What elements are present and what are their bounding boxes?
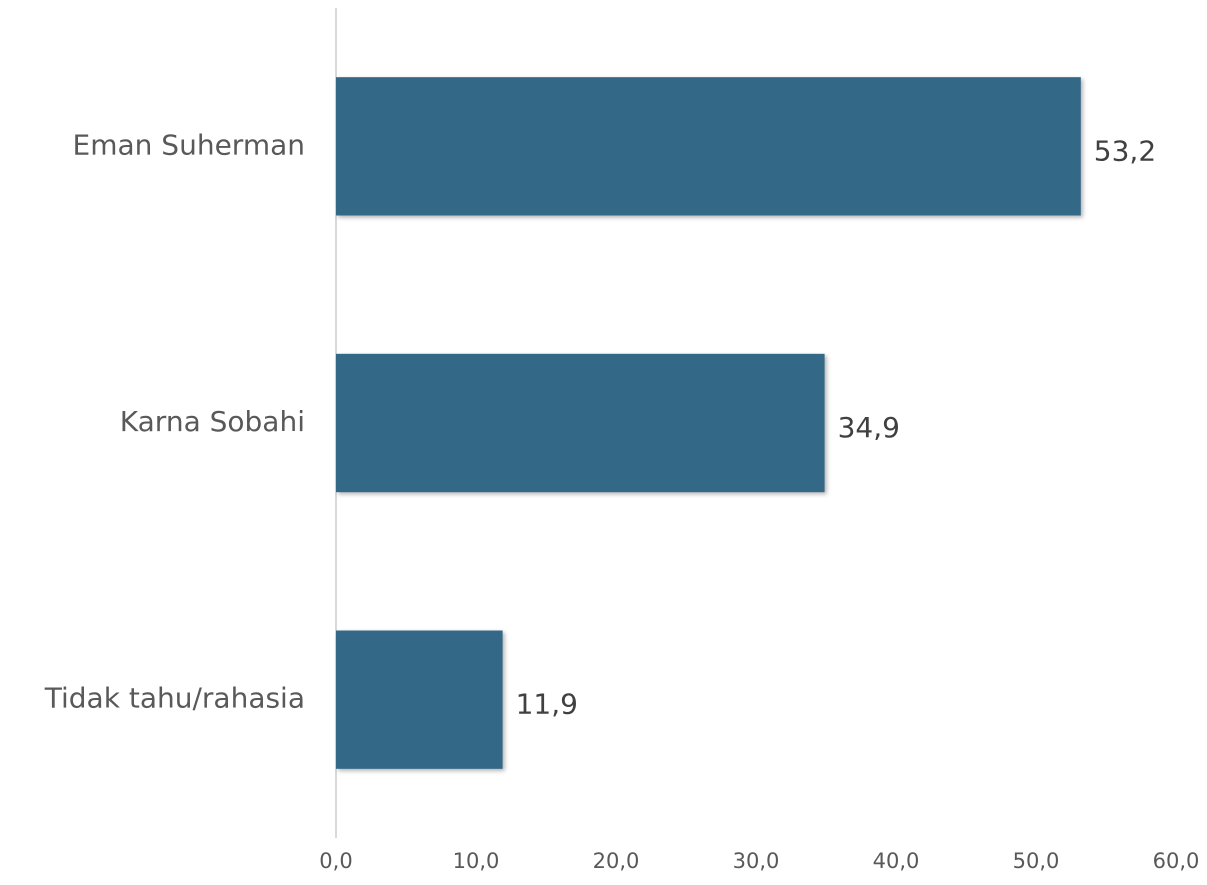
y-tick-label: Karna Sobahi bbox=[120, 405, 305, 438]
x-tick-label: 0,0 bbox=[319, 849, 352, 873]
x-tick-label: 40,0 bbox=[873, 849, 920, 873]
x-tick-label: 60,0 bbox=[1153, 849, 1200, 873]
data-label: 11,9 bbox=[516, 688, 578, 721]
bar bbox=[336, 353, 825, 493]
x-tick-label: 20,0 bbox=[593, 849, 640, 873]
x-tick-label: 50,0 bbox=[1013, 849, 1060, 873]
x-tick-label: 30,0 bbox=[733, 849, 780, 873]
x-tick-label: 10,0 bbox=[453, 849, 500, 873]
data-label: 34,9 bbox=[838, 411, 900, 444]
data-label: 53,2 bbox=[1094, 134, 1156, 167]
bar bbox=[336, 77, 1081, 216]
bar bbox=[336, 630, 503, 769]
y-tick-label: Eman Suherman bbox=[73, 128, 305, 161]
y-tick-label: Tidak tahu/rahasia bbox=[44, 682, 305, 715]
